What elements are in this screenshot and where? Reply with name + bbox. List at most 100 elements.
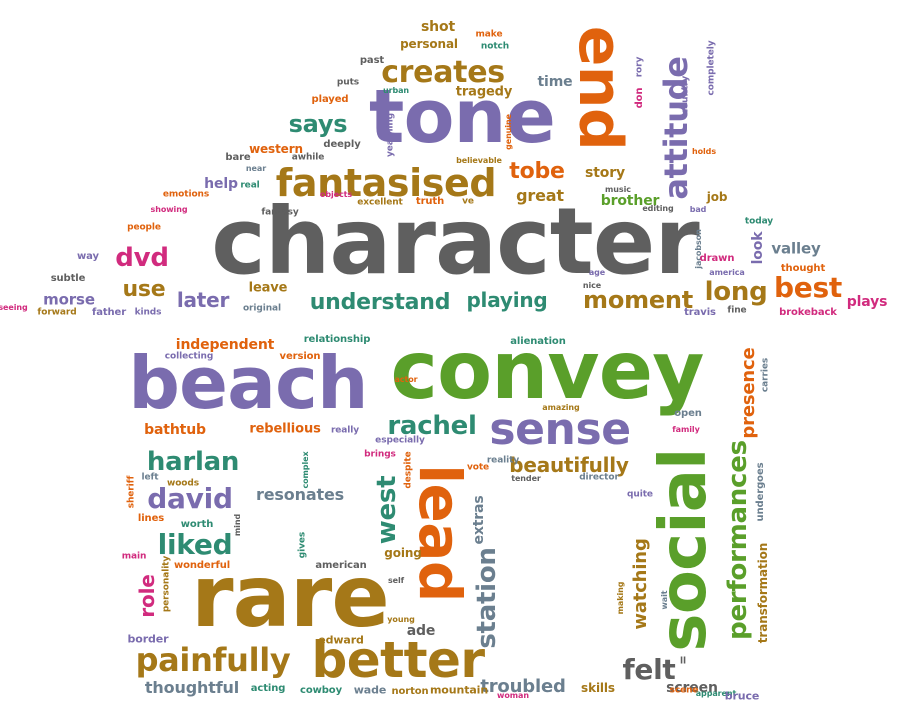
word-sheriff: sheriff — [126, 475, 137, 509]
word-understand: understand — [309, 290, 451, 315]
word-leave: leave — [248, 280, 288, 296]
word-western: western — [249, 142, 303, 156]
word-sense: sense — [489, 404, 631, 455]
word-ve: ve — [462, 196, 474, 207]
word-america: america — [709, 268, 745, 277]
word-david: david — [147, 482, 233, 515]
word-near: near — [245, 164, 267, 173]
word-believable: believable — [456, 156, 502, 165]
word-help: help — [204, 176, 238, 192]
word-really: really — [330, 425, 360, 436]
word-edward: edward — [318, 633, 364, 647]
word-plays: plays — [846, 294, 888, 310]
word-rachel: rachel — [387, 411, 477, 441]
word-despite: despite — [403, 451, 414, 489]
word-american: american — [315, 560, 367, 571]
word-beach: beach — [128, 341, 368, 425]
word-skills: skills — [581, 681, 615, 695]
word-rare: rare — [191, 547, 390, 647]
word-tone: tone — [368, 74, 556, 160]
word-rebellious: rebellious — [249, 421, 321, 437]
word-young: young — [387, 615, 415, 624]
word-version: version — [279, 351, 321, 362]
word-alienation: alienation — [510, 336, 566, 347]
word-today: today — [744, 216, 774, 227]
word-truth: truth — [415, 196, 445, 207]
word-shot: shot — [420, 19, 456, 35]
word-better: better — [311, 631, 485, 689]
word-end: end — [565, 25, 635, 151]
word-great: great — [516, 186, 564, 205]
word-bathtub: bathtub — [144, 422, 206, 438]
word-screen: screen — [666, 680, 718, 696]
word-brokeback: brokeback — [779, 307, 837, 318]
word-brother: brother — [600, 193, 660, 209]
word-felt: felt — [622, 653, 676, 686]
word-going: going — [384, 546, 422, 560]
word-awhile: awhile — [291, 152, 325, 163]
word-liked: liked — [157, 528, 233, 561]
word-look: look — [750, 231, 766, 265]
word-wonderful: wonderful — [173, 560, 231, 571]
word-worth: worth — [180, 519, 214, 530]
word-drawn: drawn — [699, 253, 735, 264]
word-holds: holds — [691, 147, 717, 156]
word-station: station — [472, 547, 502, 649]
word-showing: showing — [150, 205, 188, 214]
word-later: later — [176, 288, 230, 312]
word-wade: wade — [353, 683, 387, 697]
word-mind: mind — [233, 513, 242, 537]
word-objects: objects — [319, 190, 353, 199]
word-norton: norton — [391, 686, 429, 697]
word-complex: complex — [301, 451, 310, 489]
word-rory: rory — [634, 56, 645, 78]
word-carries: carries — [760, 357, 771, 393]
word-amazing: amazing — [542, 403, 580, 412]
word-lead: lead — [406, 464, 474, 602]
word-watching: watching — [630, 538, 651, 630]
word-urban: urban — [382, 86, 410, 95]
word-ade: ade — [406, 623, 436, 639]
word-reality: reality — [486, 455, 520, 466]
word-travis: travis — [684, 307, 716, 318]
word-scene: scene — [669, 685, 699, 696]
word-fantasy: fantasy — [261, 207, 299, 218]
word-moment: moment — [583, 286, 693, 314]
word-emotions: emotions — [162, 189, 210, 200]
word-puts: puts — [336, 77, 360, 88]
word-extras: extras — [471, 495, 487, 545]
word-way: way — [77, 251, 99, 262]
word-gives: gives — [297, 531, 308, 559]
word-personality: personality — [161, 555, 172, 613]
word-performances: performances — [723, 440, 753, 640]
word-especially: especially — [375, 435, 425, 446]
word-mountain: mountain — [429, 683, 489, 697]
word-bruce: bruce — [724, 689, 760, 703]
word-dvd: dvd — [115, 243, 169, 273]
word-presence: presence — [738, 347, 759, 439]
word-valley: valley — [771, 239, 821, 258]
word-real: real — [240, 180, 260, 191]
word-undergoes: undergoes — [755, 462, 766, 522]
word-brings: brings — [364, 449, 396, 460]
word-fine: fine — [727, 305, 747, 316]
word-woman: woman — [497, 691, 529, 700]
word-bare: bare — [225, 152, 251, 163]
word-making: making — [616, 581, 625, 615]
word-convey: convey — [390, 324, 704, 417]
word-west: west — [372, 475, 402, 545]
word-best: best — [774, 271, 842, 304]
word-main: main — [121, 551, 147, 562]
word-morse: morse — [43, 290, 95, 309]
word-story: story — [585, 165, 625, 181]
word-independent: independent — [175, 337, 275, 353]
word-transformation: transformation — [756, 542, 770, 644]
word-beautifully: beautifully — [509, 453, 629, 477]
word-music: music — [605, 185, 631, 194]
word-excellent: excellent — [357, 197, 403, 208]
word-tragedy: tragedy — [455, 84, 513, 100]
word-acting: acting — [250, 683, 286, 694]
word-genuine: genuine — [504, 114, 513, 150]
word-played: played — [311, 94, 349, 105]
